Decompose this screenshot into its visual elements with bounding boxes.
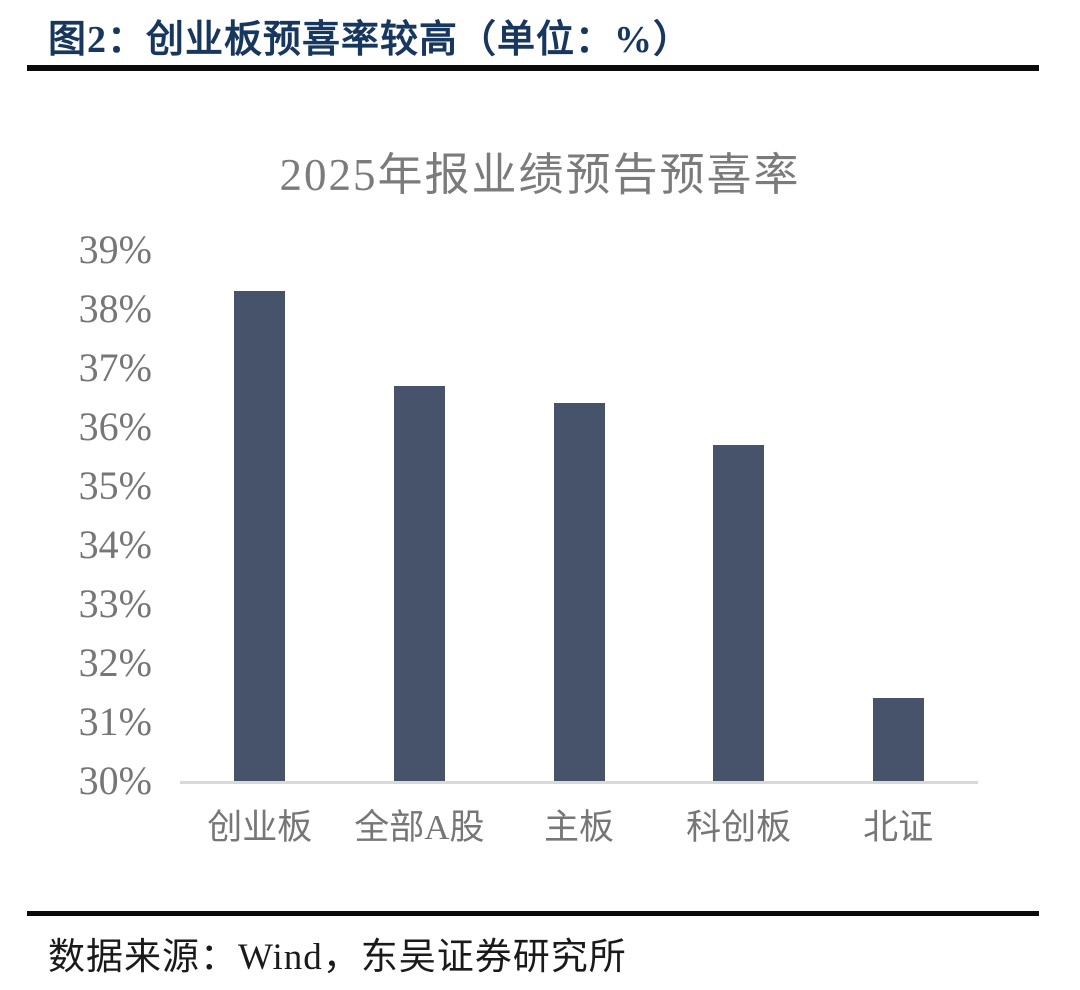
bar-科创板 (713, 444, 765, 781)
figure-caption: 图2：创业板预喜率较高（单位：%） (48, 19, 693, 61)
y-tick-label: 32% (78, 640, 152, 685)
y-tick-label: 39% (78, 227, 152, 272)
y-tick-label: 30% (78, 758, 152, 803)
y-tick-label: 34% (78, 522, 152, 567)
bar-主板 (553, 403, 605, 781)
y-tick-label: 35% (78, 463, 152, 508)
y-tick-label: 33% (78, 581, 152, 626)
bar-全部A股 (393, 385, 445, 781)
x-tick-label: 创业板 (207, 808, 313, 847)
y-tick-label: 31% (78, 699, 152, 744)
x-tick-label: 全部A股 (354, 808, 485, 847)
bar-北证 (872, 698, 924, 781)
y-tick-label: 36% (78, 404, 152, 449)
bar-创业板 (234, 291, 286, 781)
x-tick-label: 科创板 (686, 808, 792, 847)
y-tick-label: 38% (78, 286, 152, 331)
x-axis-line (180, 781, 978, 784)
x-tick-label: 北证 (863, 808, 934, 847)
data-source-note: 数据来源：Wind，东吴证券研究所 (48, 937, 627, 978)
chart-title: 2025年报业绩预告预喜率 (279, 150, 801, 200)
x-tick-label: 主板 (543, 808, 614, 847)
top-divider (27, 65, 1039, 71)
bottom-divider (27, 911, 1039, 916)
y-tick-label: 37% (78, 345, 152, 390)
